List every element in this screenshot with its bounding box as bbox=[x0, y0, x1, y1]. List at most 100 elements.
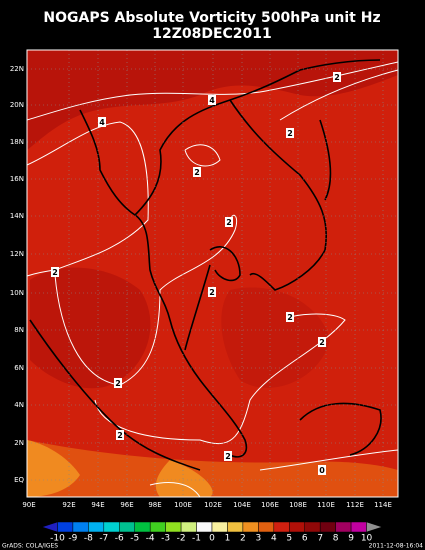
contour-label-bg bbox=[286, 312, 294, 322]
lat-label: 4N bbox=[14, 401, 24, 409]
colorbar-box bbox=[88, 521, 105, 533]
contour-label-bg bbox=[333, 72, 341, 82]
contour-label-bg bbox=[51, 267, 59, 277]
colorbar-label: -6 bbox=[115, 534, 124, 544]
colorbar-label: 4 bbox=[271, 534, 277, 544]
contour-label: 4 bbox=[209, 96, 215, 105]
subtitle: 12Z08DEC2011 bbox=[152, 26, 272, 42]
lon-label: 114E bbox=[374, 501, 392, 509]
contour-label: 2 bbox=[287, 129, 293, 138]
colorbar-box bbox=[273, 521, 290, 533]
contour-label: 2 bbox=[194, 168, 200, 177]
contour-label: 2 bbox=[225, 452, 231, 461]
lon-label: 90E bbox=[22, 501, 35, 509]
colorbar-box bbox=[103, 521, 120, 533]
lon-label: 98E bbox=[148, 501, 161, 509]
colorbar-arrow bbox=[366, 521, 383, 533]
colorbar-box bbox=[304, 521, 321, 533]
colorbar-box bbox=[319, 521, 336, 533]
colorbar-label: 0 bbox=[209, 534, 215, 544]
contour-label-bg bbox=[193, 167, 201, 177]
contour-label: 2 bbox=[334, 73, 340, 82]
lat-label: 22N bbox=[10, 65, 24, 73]
colorbar-box bbox=[180, 521, 197, 533]
contour-label-bg bbox=[224, 451, 232, 461]
colorbar-box bbox=[258, 521, 275, 533]
colorbar-label: 2 bbox=[240, 534, 246, 544]
contour-label-bg bbox=[208, 95, 216, 105]
colorbar-box bbox=[350, 521, 367, 533]
colorbar-box bbox=[242, 521, 259, 533]
colorbar-label: 7 bbox=[317, 534, 323, 544]
map-frame bbox=[26, 49, 399, 498]
contour-label: 2 bbox=[52, 268, 58, 277]
contour-label-bg bbox=[114, 378, 122, 388]
colorbar-box bbox=[149, 521, 166, 533]
lat-label: 8N bbox=[14, 326, 24, 334]
lat-label: EQ bbox=[14, 476, 24, 484]
lon-label: 102E bbox=[204, 501, 222, 509]
colorbar-box bbox=[57, 521, 74, 533]
lat-label: 16N bbox=[10, 175, 24, 183]
contour-label-bg bbox=[286, 128, 294, 138]
contour-label: 2 bbox=[287, 313, 293, 322]
colorbar-box bbox=[119, 521, 135, 533]
lon-label: 96E bbox=[120, 501, 133, 509]
colorbar-label: -10 bbox=[50, 534, 65, 544]
colorbar-label: -9 bbox=[68, 534, 77, 544]
lat-label: 12N bbox=[10, 250, 24, 258]
contour-label: 4 bbox=[99, 118, 105, 127]
colorbar-box bbox=[211, 521, 228, 533]
colorbar-box bbox=[165, 521, 182, 533]
colorbar-label: -3 bbox=[161, 534, 170, 544]
graticule bbox=[27, 50, 398, 497]
contour-label: 2 bbox=[319, 338, 325, 347]
colorbar-label: 3 bbox=[255, 534, 261, 544]
lon-label: 112E bbox=[346, 501, 364, 509]
colorbar-label: 1 bbox=[225, 534, 231, 544]
lon-label: 106E bbox=[261, 501, 279, 509]
colorbar-label: -8 bbox=[84, 534, 93, 544]
colorbar-label: -1 bbox=[192, 534, 201, 544]
contour-label-bg bbox=[225, 217, 233, 227]
lat-label: 18N bbox=[10, 138, 24, 146]
lon-label: 94E bbox=[91, 501, 104, 509]
colorbar-label: -4 bbox=[146, 534, 155, 544]
lat-label: 10N bbox=[10, 289, 24, 297]
contour-label-bg bbox=[318, 465, 326, 475]
lon-label: 100E bbox=[174, 501, 192, 509]
lat-label: 14N bbox=[10, 212, 24, 220]
lon-label: 110E bbox=[317, 501, 335, 509]
footer-right: 2011-12-08-16:04 bbox=[369, 543, 424, 550]
colorbar-label: -2 bbox=[177, 534, 186, 544]
contour-label-bg bbox=[116, 430, 124, 440]
lat-label: 2N bbox=[14, 439, 24, 447]
contour-label: 2 bbox=[209, 288, 215, 297]
colorbar-box bbox=[196, 521, 213, 533]
lat-label: 6N bbox=[14, 364, 24, 372]
colorbar-box bbox=[335, 521, 352, 533]
footer-left: GrADS: COLA/IGES bbox=[2, 543, 58, 550]
colorbar-arrow bbox=[41, 521, 58, 533]
colorbar-label: 9 bbox=[348, 534, 354, 544]
contour-label: 2 bbox=[226, 218, 232, 227]
colorbar-box bbox=[227, 521, 244, 533]
contour-label-bg bbox=[98, 117, 106, 127]
lon-label: 92E bbox=[62, 501, 75, 509]
colorbar-label: 10 bbox=[361, 534, 373, 544]
colorbar-label: -5 bbox=[130, 534, 139, 544]
colorbar-box bbox=[72, 521, 89, 533]
colorbar-label: 8 bbox=[333, 534, 339, 544]
colorbar-label: -7 bbox=[99, 534, 108, 544]
colorbar-label: 5 bbox=[286, 534, 292, 544]
title: NOGAPS Absolute Vorticity 500hPa unit Hz bbox=[43, 10, 380, 26]
contour-label: 2 bbox=[117, 431, 123, 440]
colorbar-label: 6 bbox=[302, 534, 308, 544]
lat-label: 20N bbox=[10, 101, 24, 109]
contour-label: 0 bbox=[319, 466, 325, 475]
colorbar-box bbox=[134, 521, 151, 533]
map-fill bbox=[27, 50, 398, 497]
contour-label-bg bbox=[318, 337, 326, 347]
coastlines bbox=[29, 59, 382, 471]
